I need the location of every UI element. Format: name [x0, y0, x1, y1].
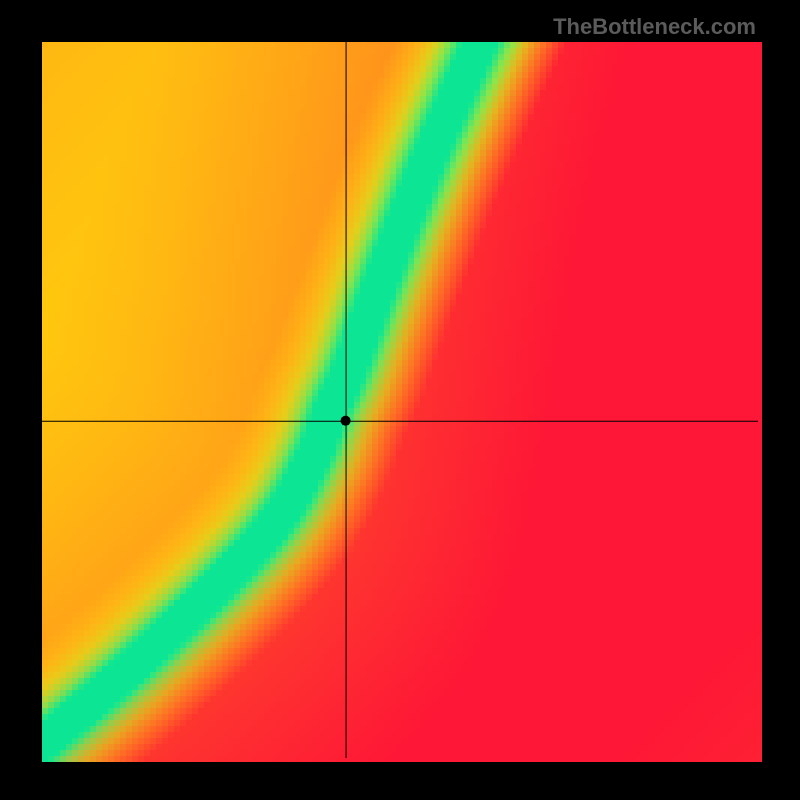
watermark-text: TheBottleneck.com [553, 14, 756, 40]
chart-container: TheBottleneck.com [0, 0, 800, 800]
heatmap-canvas [0, 0, 800, 800]
